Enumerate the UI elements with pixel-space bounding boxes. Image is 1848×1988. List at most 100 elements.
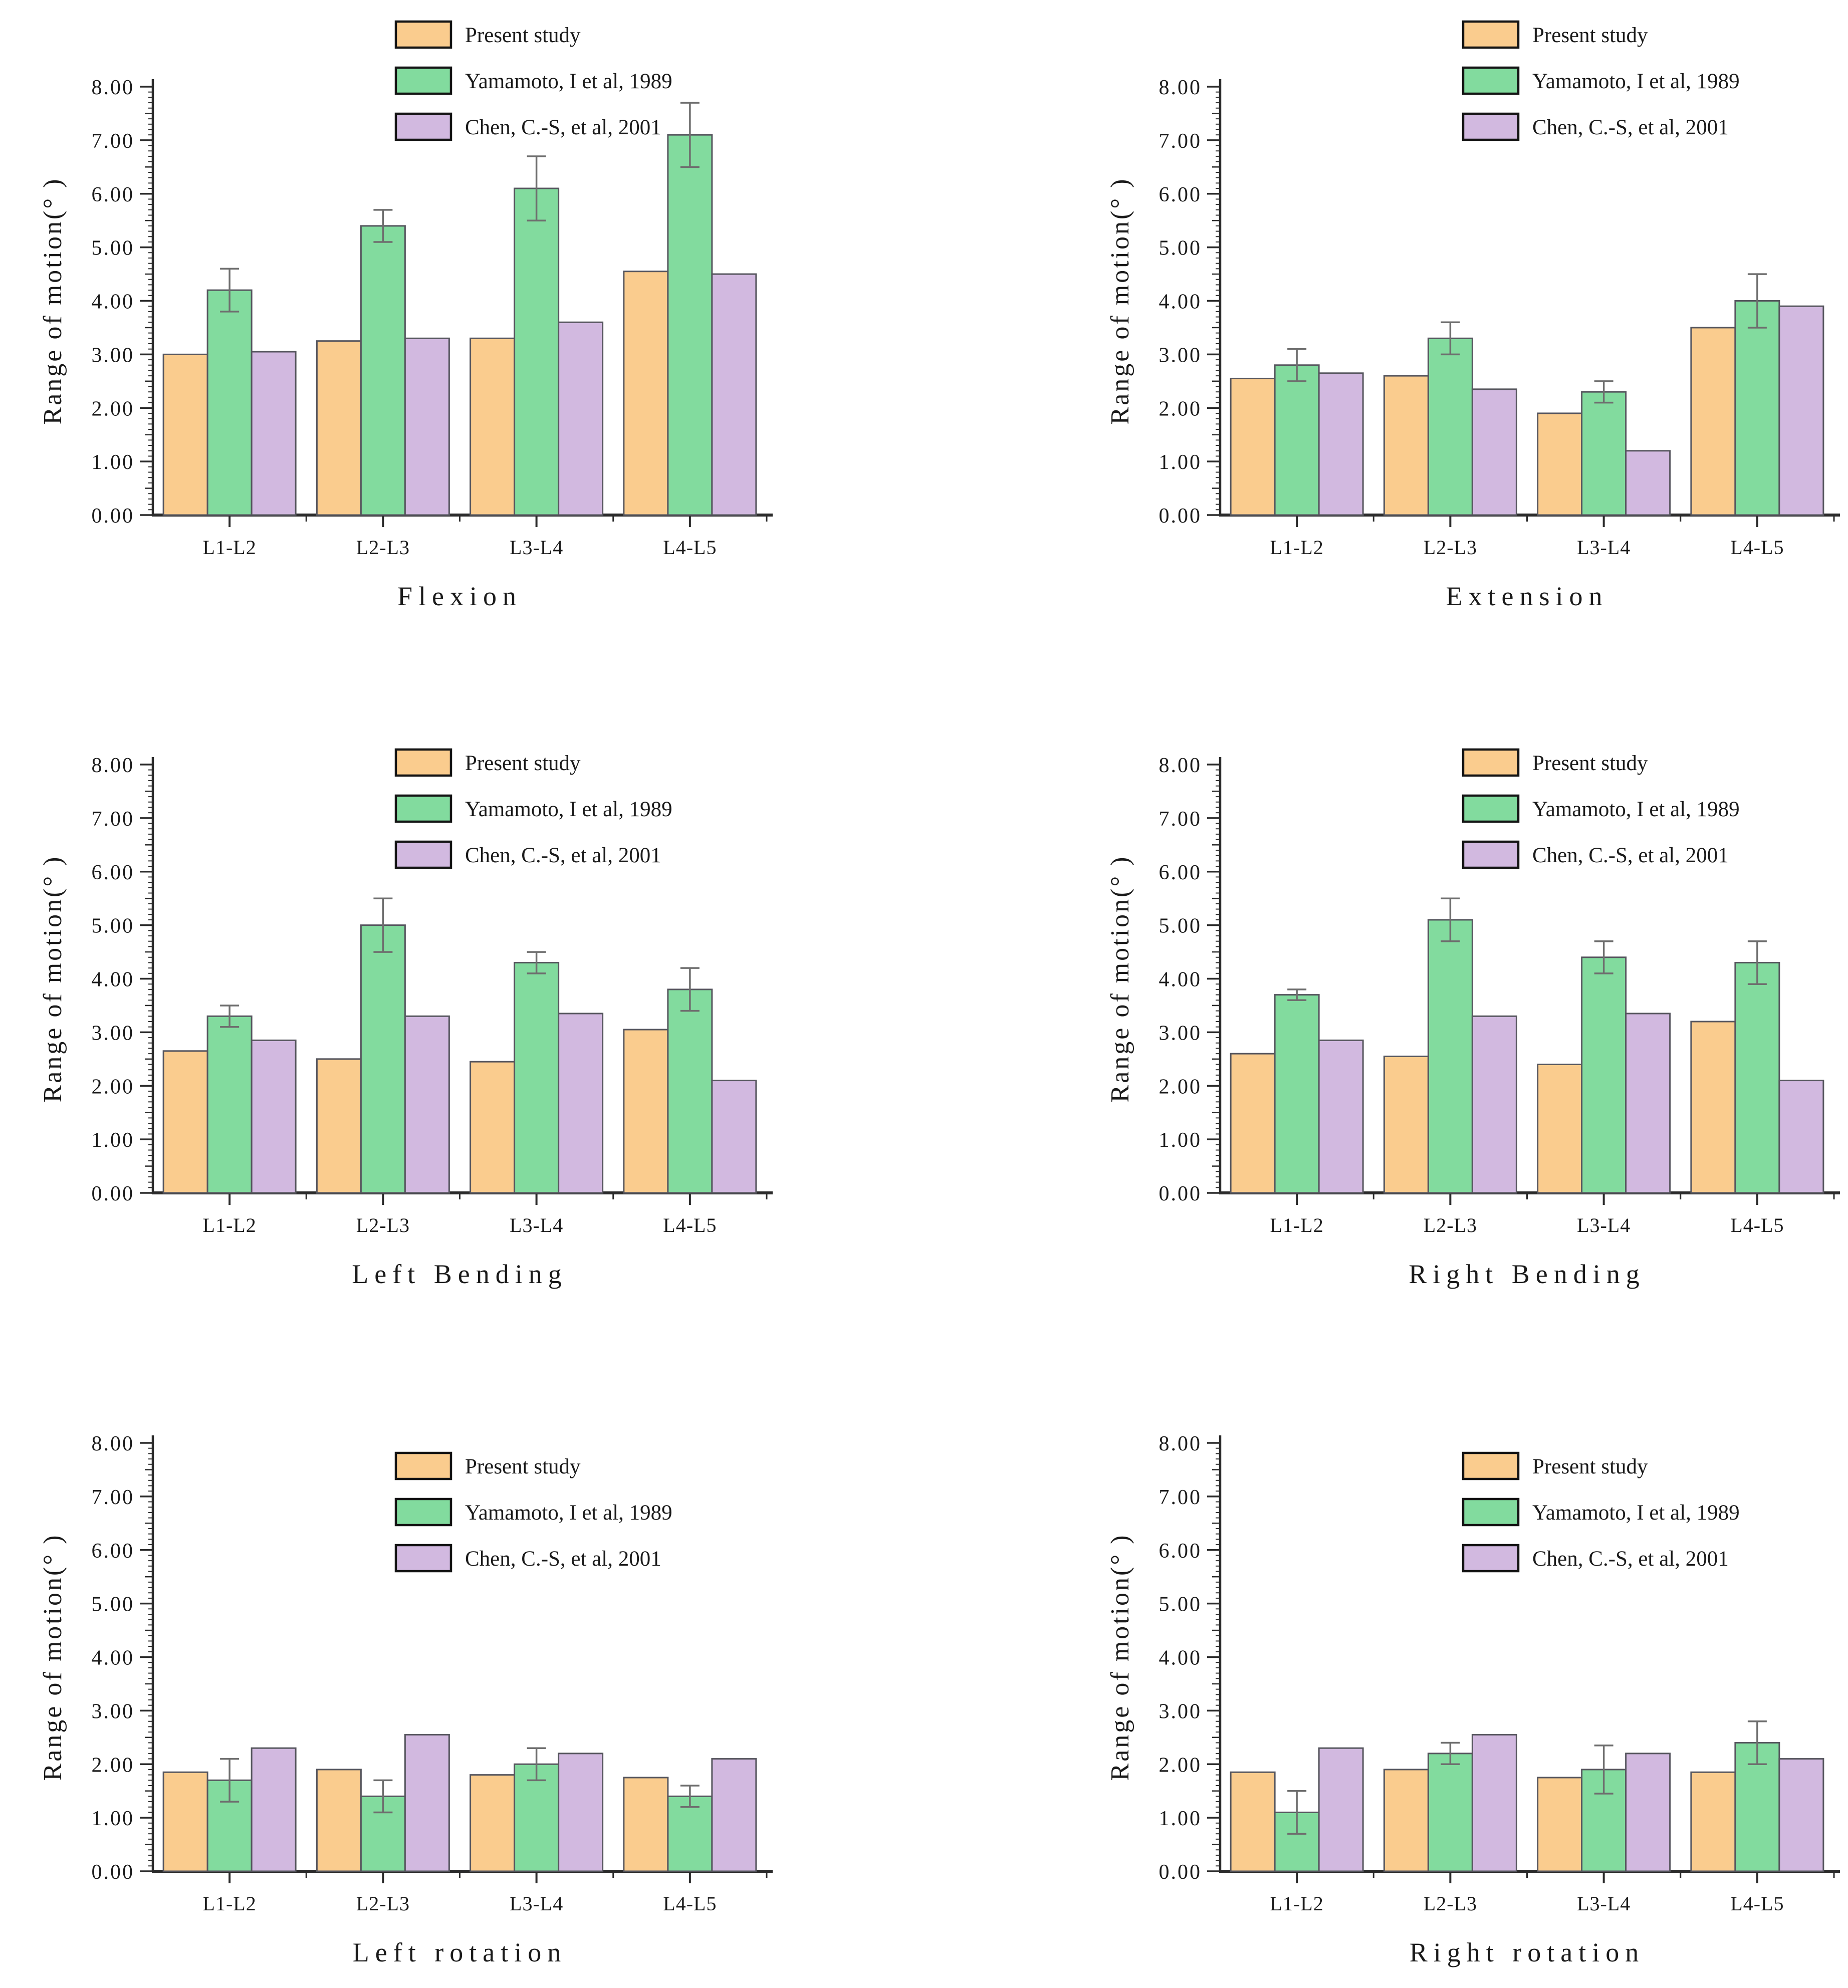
x-category-label: L1-L2	[1270, 1214, 1324, 1236]
legend-label-3: Chen, C.-S, et al, 2001	[1532, 1547, 1729, 1571]
bar-series3-L2-L3	[404, 1733, 450, 1872]
legend-swatch-3	[394, 112, 452, 141]
y-tick-label: 7.00	[1159, 1486, 1202, 1509]
bar-series3-L3-L4	[1625, 450, 1671, 516]
y-tick-label: 2.00	[92, 1754, 135, 1777]
bar-series2-L1-L2	[206, 289, 253, 516]
bar-series3-L3-L4	[558, 1753, 604, 1872]
x-category-label: L4-L5	[1730, 536, 1784, 559]
y-tick-label: 5.00	[1159, 1593, 1202, 1616]
legend-swatch-3	[394, 1544, 452, 1572]
y-tick-label: 0.00	[92, 505, 135, 528]
y-tick-label: 5.00	[1159, 915, 1202, 938]
legend-label-3: Chen, C.-S, et al, 2001	[465, 844, 661, 867]
y-tick-label: 6.00	[92, 183, 135, 206]
bar-series3-L2-L3	[404, 1016, 450, 1194]
y-tick-label: 3.00	[92, 1022, 135, 1045]
bar-series1-L1-L2	[1230, 1771, 1276, 1872]
x-category-label: L3-L4	[510, 536, 563, 559]
y-axis-title: Range of motion(° )	[1106, 855, 1134, 1103]
bar-series3-L3-L4	[558, 321, 604, 516]
bar-series1-L3-L4	[1537, 412, 1583, 516]
y-tick-label: 8.00	[1159, 76, 1202, 99]
legend-swatch-2	[1462, 66, 1520, 95]
bar-series2-L1-L2	[206, 1016, 253, 1194]
legend-swatch-2	[394, 795, 452, 823]
chart-extension-svg: 0.00 1.00 2.00 3.00 4.00 5.00 6.00 7.00 8.00 L1-L…	[1106, 20, 1840, 611]
x-category-label: L1-L2	[203, 1892, 257, 1915]
chart-left-rotation: 0.00 1.00 2.00 3.00 4.00 5.00 6.00 7.00 8.00 L1-L…	[35, 1365, 777, 1986]
y-tick-label: 1.00	[1159, 1129, 1202, 1152]
bar-series3-L1-L2	[251, 1747, 297, 1872]
bar-series3-L1-L2	[251, 351, 297, 516]
bar-series1-L1-L2	[162, 353, 208, 516]
bar-series2-L2-L3	[1427, 1753, 1473, 1872]
x-category-label: L2-L3	[356, 536, 410, 559]
bar-series2-L2-L3	[360, 924, 406, 1194]
bar-series2-L4-L5	[1734, 962, 1780, 1194]
chart-right-rotation: 0.00 1.00 2.00 3.00 4.00 5.00 6.00 7.00 8.00 L1-L…	[1102, 1365, 1844, 1986]
x-category-label: L4-L5	[663, 1892, 717, 1915]
bar-series3-L1-L2	[1318, 372, 1364, 516]
bar-series2-L2-L3	[360, 225, 406, 516]
bar-series1-L1-L2	[1230, 1053, 1276, 1194]
bar-series1-L3-L4	[470, 337, 516, 516]
y-tick-label: 3.00	[1159, 1700, 1202, 1723]
bar-series1-L2-L3	[1383, 375, 1429, 516]
legend-label-1: Present study	[1532, 24, 1648, 47]
x-category-label: L4-L5	[1730, 1892, 1784, 1915]
y-tick-label: 3.00	[92, 344, 135, 367]
y-tick-label: 8.00	[1159, 1432, 1202, 1455]
bar-series3-L2-L3	[404, 337, 450, 516]
bar-series1-L2-L3	[316, 340, 362, 516]
x-category-label: L3-L4	[510, 1892, 563, 1915]
bar-series2-L4-L5	[667, 988, 713, 1194]
y-tick-label: 4.00	[92, 1646, 135, 1669]
legend-label-3: Chen, C.-S, et al, 2001	[465, 1547, 661, 1571]
bar-series1-L2-L3	[1383, 1769, 1429, 1872]
legend-label-3: Chen, C.-S, et al, 2001	[465, 116, 661, 139]
y-tick-label: 0.00	[1159, 1182, 1202, 1205]
bar-series1-L2-L3	[316, 1058, 362, 1194]
bar-series2-L3-L4	[1581, 956, 1627, 1194]
bar-series2-L2-L3	[1427, 337, 1473, 516]
y-tick-label: 8.00	[1159, 754, 1202, 777]
x-category-label: L1-L2	[203, 1214, 257, 1236]
legend-swatch-1	[394, 20, 452, 49]
x-axis-title: Flexion	[397, 581, 522, 611]
legend-swatch-3	[1462, 112, 1520, 141]
chart-flexion: 0.00 1.00 2.00 3.00 4.00 5.00 6.00 7.00 8.00 L1-L…	[35, 9, 777, 630]
bar-series1-L4-L5	[1690, 1771, 1736, 1872]
legend-swatch-3	[1462, 1544, 1520, 1572]
legend-swatch-2	[394, 66, 452, 95]
x-category-label: L2-L3	[1424, 1892, 1477, 1915]
y-tick-label: 4.00	[92, 968, 135, 991]
y-tick-label: 5.00	[92, 915, 135, 938]
bar-series3-L4-L5	[711, 1080, 757, 1194]
bar-series1-L4-L5	[623, 1777, 669, 1872]
legend-swatch-1	[1462, 20, 1520, 49]
legend-label-1: Present study	[465, 752, 581, 775]
bar-series3-L1-L2	[1318, 1747, 1364, 1872]
x-axis-title: Right Bending	[1409, 1259, 1646, 1289]
chart-left-rotation-svg: 0.00 1.00 2.00 3.00 4.00 5.00 6.00 7.00 8.00 L1-L…	[39, 1432, 773, 1967]
x-axis-title: Right rotation	[1410, 1937, 1645, 1967]
y-tick-label: 6.00	[1159, 183, 1202, 206]
bar-series2-L4-L5	[667, 1795, 713, 1872]
y-tick-label: 6.00	[92, 1539, 135, 1562]
x-category-label: L3-L4	[1577, 536, 1631, 559]
y-tick-label: 5.00	[1159, 237, 1202, 260]
bar-series1-L3-L4	[470, 1061, 516, 1194]
legend-label-2: Yamamoto, I et al, 1989	[1532, 70, 1740, 93]
x-category-label: L3-L4	[1577, 1214, 1631, 1236]
bar-series3-L3-L4	[1625, 1013, 1671, 1194]
y-axis-title: Range of motion(° )	[39, 177, 67, 425]
bar-series1-L1-L2	[1230, 377, 1276, 516]
bar-series1-L3-L4	[1537, 1777, 1583, 1872]
bar-series3-L4-L5	[1778, 1080, 1824, 1194]
y-tick-label: 4.00	[1159, 968, 1202, 991]
x-axis-title: Left Bending	[352, 1259, 567, 1289]
y-tick-label: 1.00	[92, 1129, 135, 1152]
y-axis-title: Range of motion(° )	[39, 1533, 67, 1781]
